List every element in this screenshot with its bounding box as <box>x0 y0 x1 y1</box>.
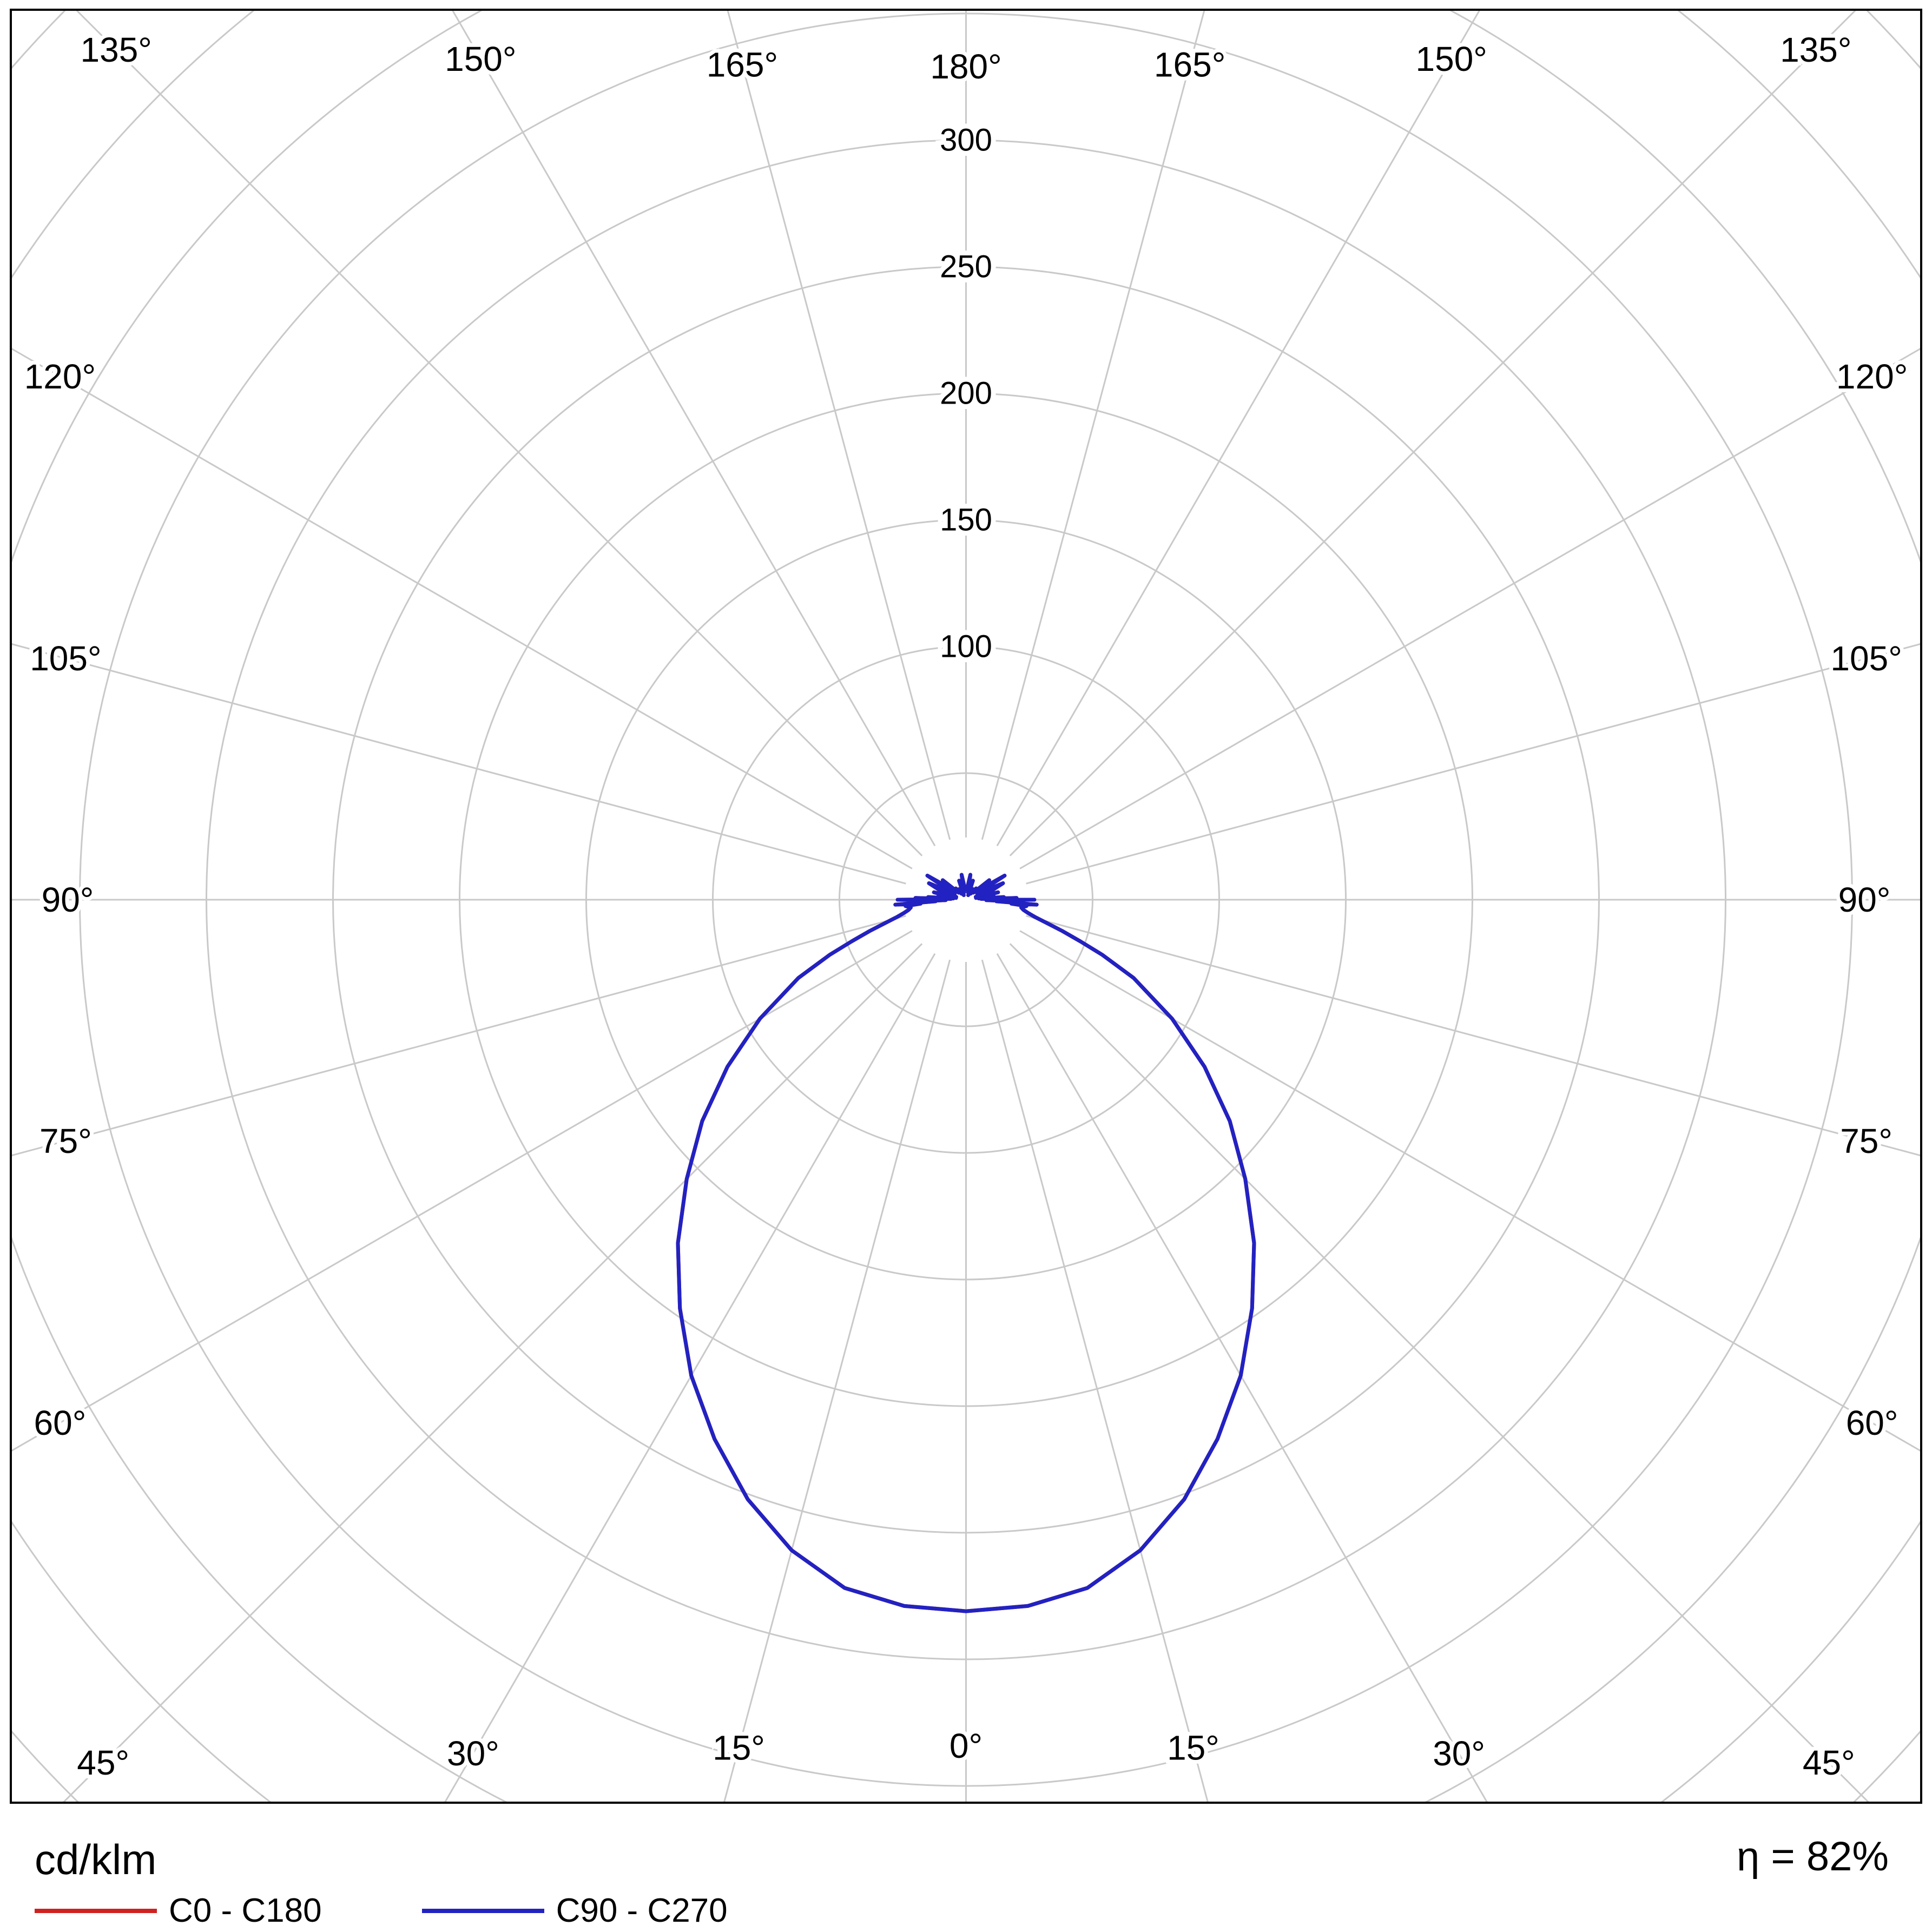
angle-label: 105° <box>30 639 101 678</box>
legend-color-line-c90-c270 <box>421 1908 544 1913</box>
plot-border <box>10 9 1922 1804</box>
polar-grid-spoke <box>1009 10 1857 856</box>
polar-grid-spoke <box>11 643 906 885</box>
polar-grid-spoke <box>444 953 936 1803</box>
angle-label: 0° <box>949 1726 983 1765</box>
angle-label: 120° <box>1836 357 1908 396</box>
polar-grid-spoke <box>981 10 1205 840</box>
angle-label: 45° <box>1803 1743 1855 1782</box>
polar-grid-spoke <box>981 959 1209 1803</box>
legend-item-c0-c180: C0 - C180 <box>35 1891 322 1930</box>
radial-tick-label: 200 <box>940 376 992 411</box>
angle-label: 75° <box>1840 1122 1893 1160</box>
legend-label-c90-c270: C90 - C270 <box>556 1892 728 1929</box>
radial-tick-label: 300 <box>940 123 992 158</box>
polar-grid-spoke <box>1019 930 1921 1453</box>
angle-label: 120° <box>24 357 96 396</box>
angle-label: 135° <box>1780 30 1851 69</box>
polar-grid-spoke <box>723 959 951 1803</box>
legend-item-c90-c270: C90 - C270 <box>421 1891 728 1930</box>
polar-grid-spoke <box>996 10 1481 847</box>
angle-label: 75° <box>39 1122 92 1160</box>
angle-label: 15° <box>713 1729 765 1768</box>
radial-tick-label: 100 <box>940 629 992 664</box>
angle-label: 60° <box>1846 1403 1898 1442</box>
radial-tick-label: 250 <box>940 249 992 285</box>
polar-grid-spoke <box>11 930 913 1453</box>
units-label: cd/klm <box>35 1836 157 1883</box>
angle-label: 15° <box>1167 1729 1219 1768</box>
angle-label: 90° <box>1838 880 1891 919</box>
angle-label: 60° <box>34 1403 87 1442</box>
angle-label: 180° <box>930 47 1001 86</box>
polar-grid-spoke <box>727 10 951 840</box>
legend-color-line-c0-c180 <box>35 1908 157 1913</box>
angle-label: 30° <box>1433 1734 1485 1773</box>
radial-tick-label: 150 <box>940 503 992 538</box>
angle-label: 90° <box>42 880 94 919</box>
efficiency-label: η = 82% <box>1737 1834 1889 1880</box>
angle-label: 150° <box>1416 39 1487 78</box>
polar-grid-spoke <box>62 943 923 1803</box>
polar-grid-spoke <box>1019 347 1921 869</box>
angle-label: 135° <box>81 30 152 69</box>
angle-label: 165° <box>1154 45 1225 84</box>
legend: C0 - C180 C90 - C270 <box>35 1891 728 1930</box>
polar-grid-spoke <box>1026 643 1921 885</box>
angle-label: 45° <box>77 1743 129 1782</box>
curve-c90-c270 <box>676 873 1256 1613</box>
polar-grid-spoke <box>11 347 913 869</box>
polar-grid-spoke <box>1026 915 1921 1157</box>
polar-grid-spoke <box>451 10 936 847</box>
polar-grid-spoke <box>75 10 923 856</box>
legend-label-c0-c180: C0 - C180 <box>169 1892 322 1929</box>
polar-grid-spoke <box>1009 943 1870 1803</box>
angle-label: 105° <box>1830 639 1902 678</box>
angle-label: 30° <box>447 1734 499 1773</box>
polar-grid-spoke <box>11 915 906 1157</box>
angle-label: 165° <box>707 45 778 84</box>
angle-label: 150° <box>445 39 516 78</box>
polar-grid-spoke <box>996 953 1488 1803</box>
